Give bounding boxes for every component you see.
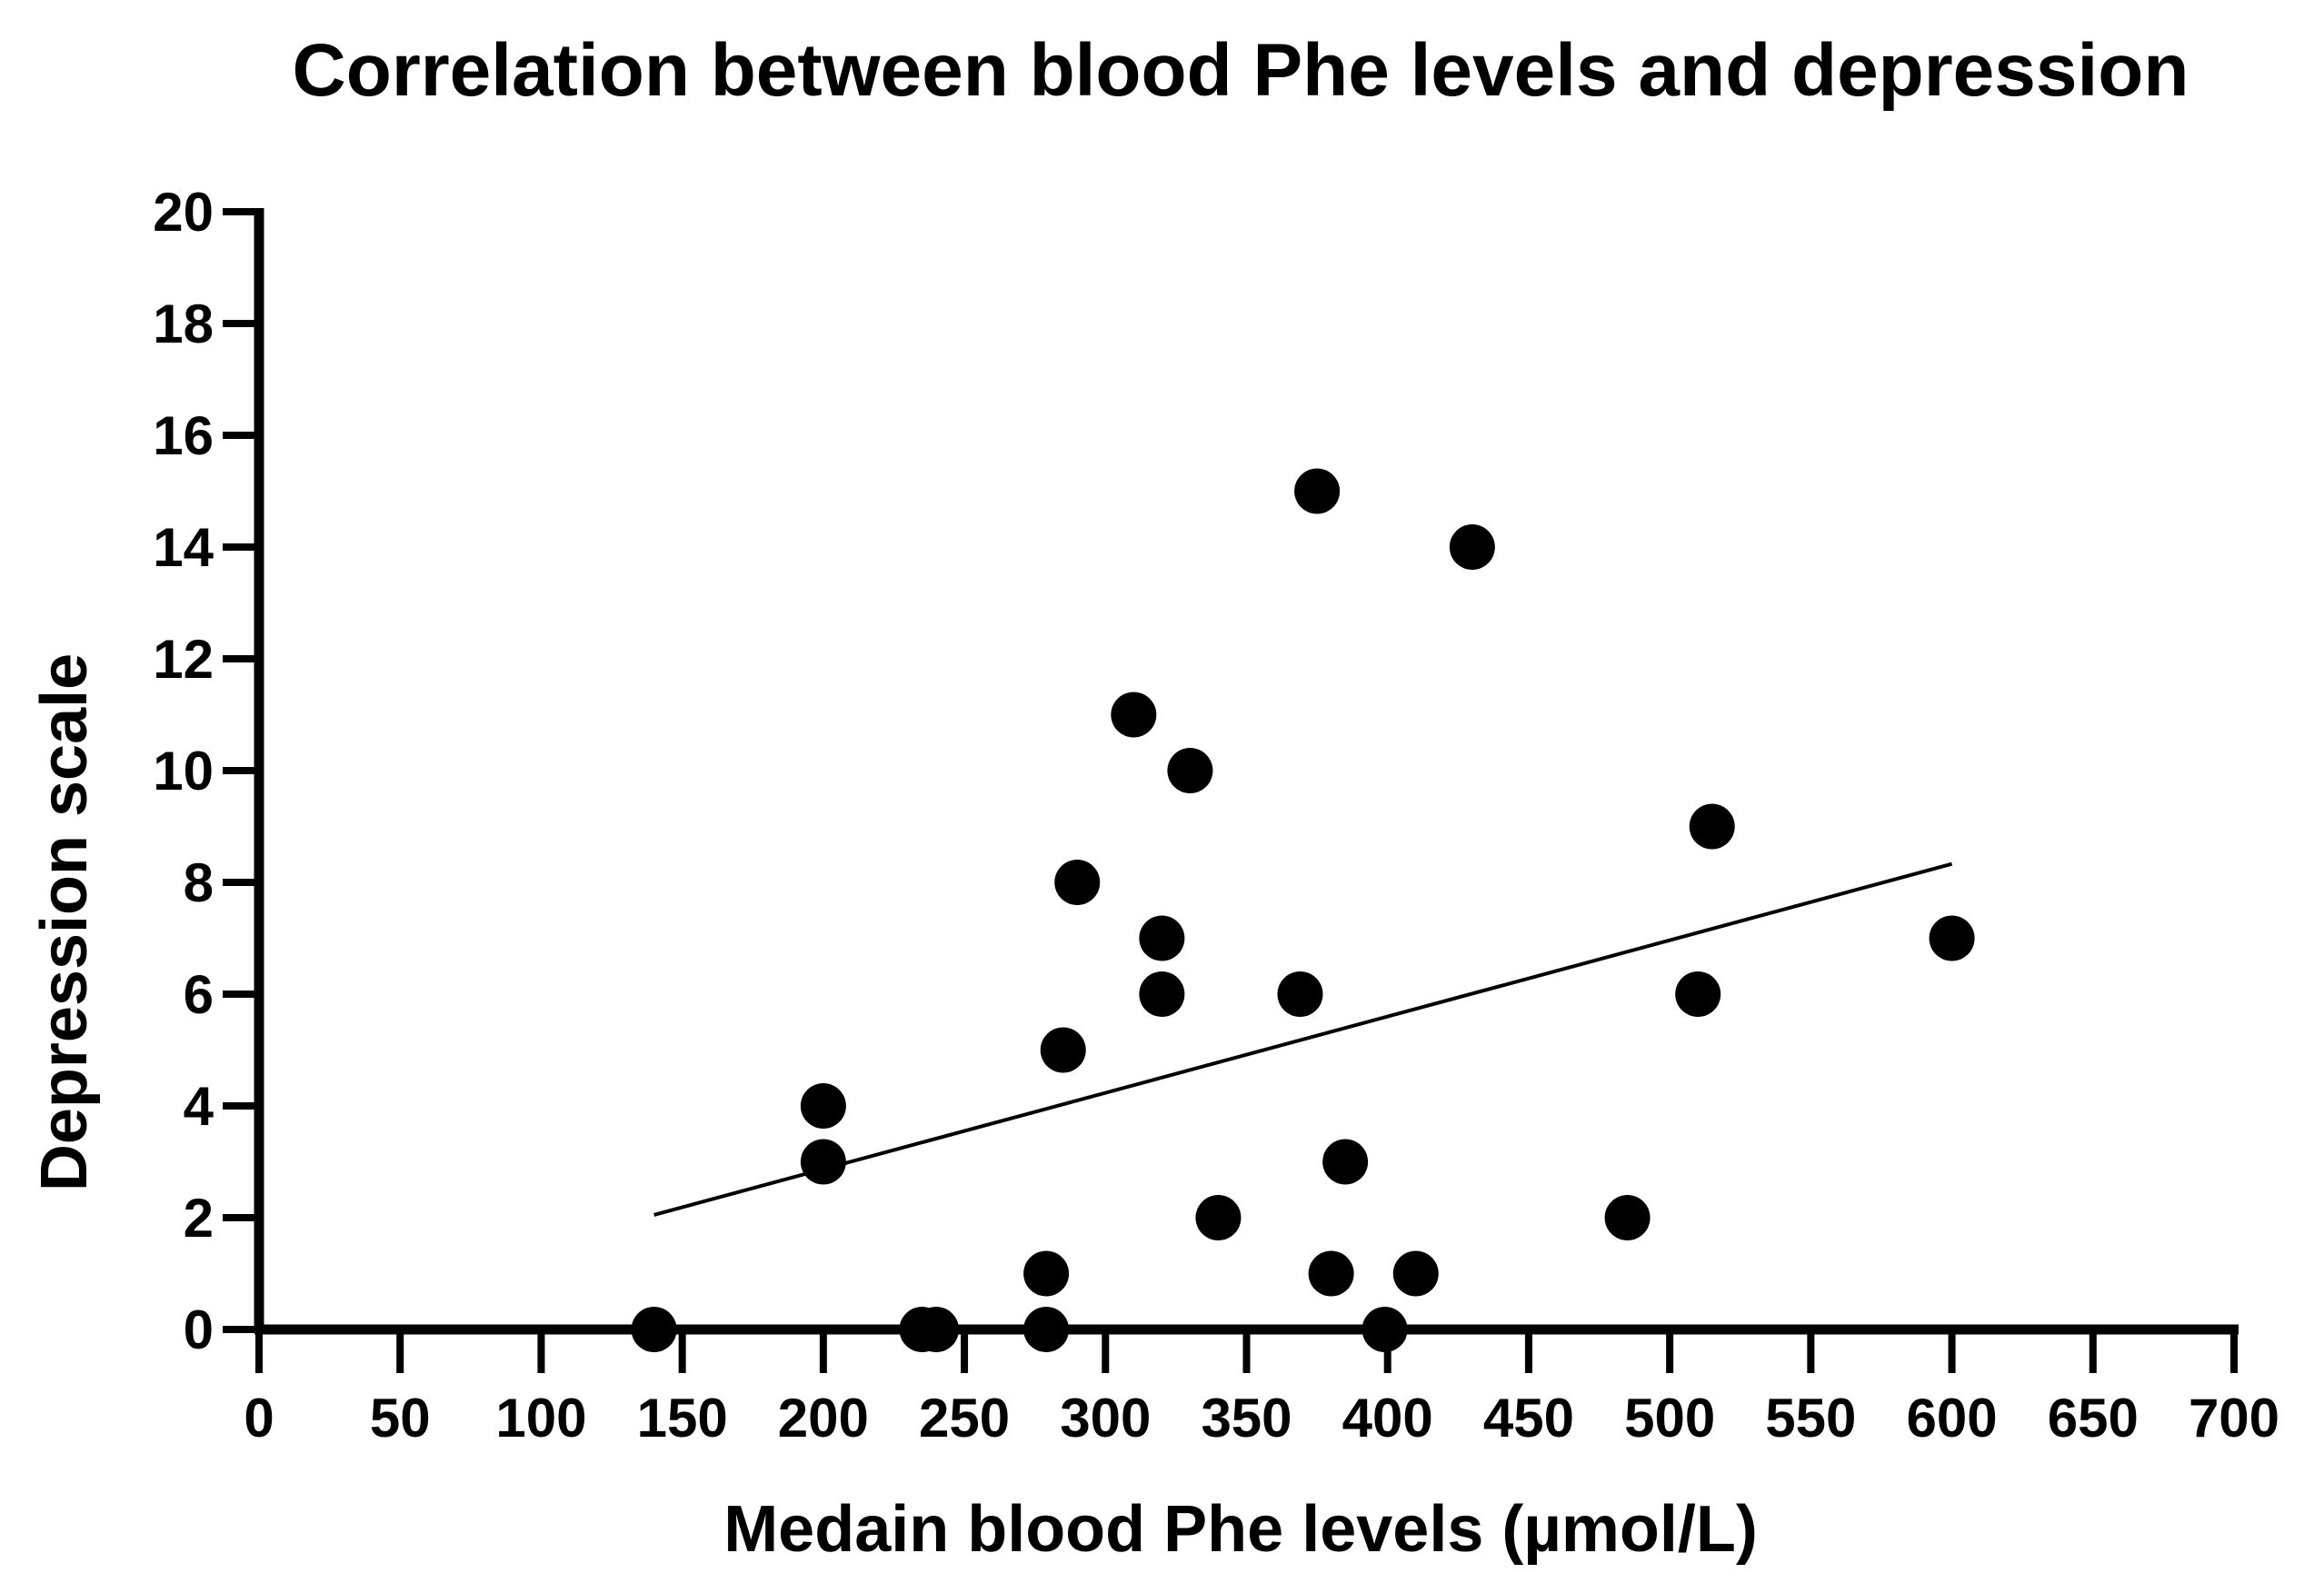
y-axis-label: Depression scale — [28, 653, 101, 1191]
x-tick-label: 700 — [2189, 1388, 2279, 1449]
data-point — [800, 1139, 846, 1185]
y-axis: 0 2 4 6 8 10 12 14 16 18 20 — [153, 182, 264, 1360]
x-tick-label: 450 — [1483, 1388, 1574, 1449]
x-tick-label: 600 — [1907, 1388, 1998, 1449]
y-tick-label: 12 — [153, 629, 214, 690]
data-points-layer — [631, 468, 1975, 1352]
data-point — [1689, 803, 1735, 850]
data-point — [1929, 915, 1975, 961]
data-point — [1294, 468, 1341, 514]
x-tick-label: 50 — [370, 1388, 431, 1449]
data-point — [913, 1307, 960, 1352]
y-tick-label: 6 — [184, 964, 214, 1025]
x-tick-label: 550 — [1765, 1388, 1856, 1449]
y-tick-label: 14 — [153, 517, 214, 578]
data-point — [1449, 524, 1495, 570]
data-point — [1277, 971, 1323, 1017]
data-point — [1195, 1195, 1242, 1240]
data-point — [1040, 1027, 1086, 1073]
y-tick-label: 2 — [184, 1188, 214, 1249]
data-point — [1604, 1195, 1651, 1240]
data-point — [1322, 1139, 1369, 1185]
data-point — [1139, 915, 1185, 961]
data-point — [1111, 692, 1157, 738]
x-axis: 0 50 100 150 200 250 300 350 400 450 500 550 600 650 7… — [244, 1324, 2279, 1449]
y-tick-label: 16 — [153, 405, 214, 466]
data-point — [800, 1083, 846, 1129]
data-point — [1392, 1250, 1439, 1297]
x-tick-label: 200 — [778, 1388, 869, 1449]
data-point — [1054, 860, 1101, 905]
data-point — [1023, 1307, 1070, 1352]
y-tick-label: 10 — [153, 741, 214, 801]
y-tick-label: 8 — [184, 852, 214, 913]
trendline-layer — [653, 861, 1953, 1217]
data-point — [1675, 971, 1721, 1017]
y-tick-label: 18 — [153, 294, 214, 354]
y-tick-label: 20 — [153, 182, 214, 243]
data-point — [1023, 1250, 1070, 1297]
trendline — [653, 861, 1953, 1217]
x-tick-label: 650 — [2048, 1388, 2139, 1449]
y-tick-label: 4 — [184, 1076, 214, 1137]
x-tick-label: 0 — [244, 1388, 274, 1449]
chart-title: Correlation between blood Phe levels and… — [293, 29, 2189, 112]
data-point — [1167, 748, 1213, 793]
x-tick-label: 300 — [1060, 1388, 1151, 1449]
x-tick-label: 350 — [1201, 1388, 1292, 1449]
data-point — [631, 1307, 677, 1352]
data-point — [1139, 971, 1185, 1017]
x-tick-label: 100 — [495, 1388, 586, 1449]
x-axis-label: Medain blood Phe levels (µmol/L) — [723, 1493, 1758, 1566]
x-tick-label: 500 — [1624, 1388, 1715, 1449]
y-tick-label: 0 — [184, 1299, 214, 1360]
x-tick-label: 150 — [637, 1388, 728, 1449]
x-tick-label: 400 — [1342, 1388, 1433, 1449]
data-point — [1361, 1307, 1408, 1352]
data-point — [1308, 1250, 1354, 1297]
x-tick-label: 250 — [919, 1388, 1010, 1449]
